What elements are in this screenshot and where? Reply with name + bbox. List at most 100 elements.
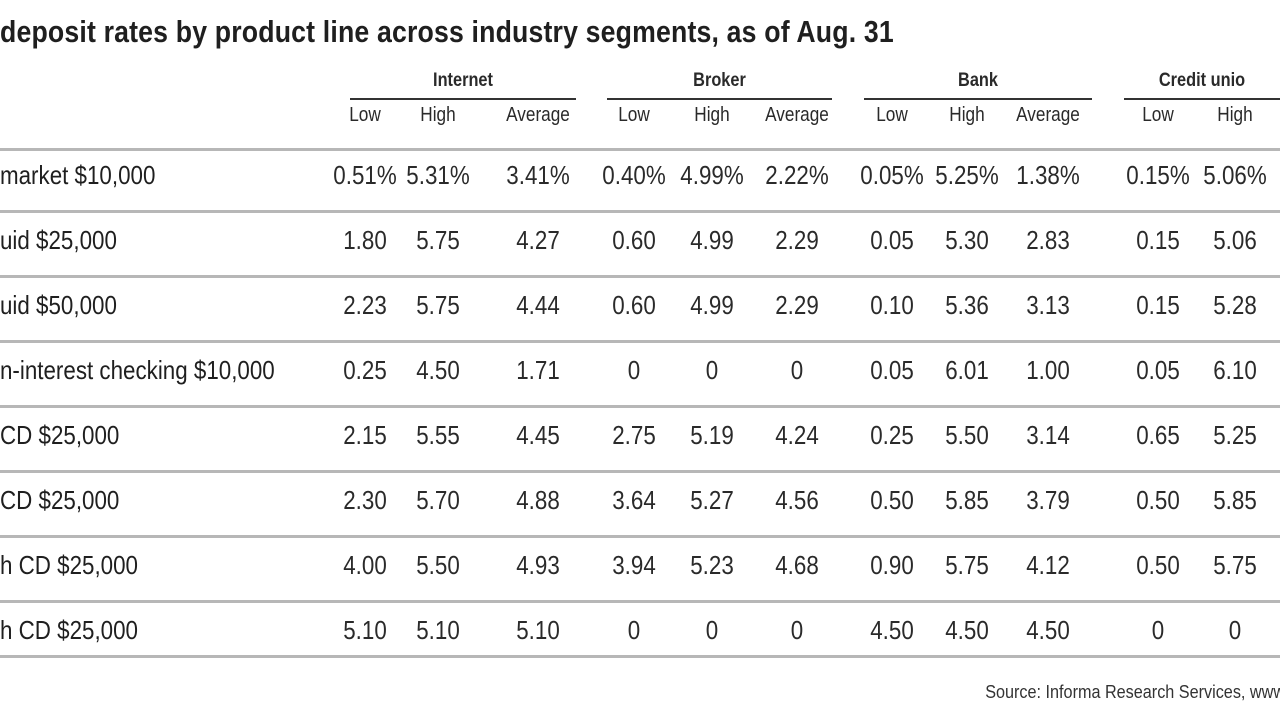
table-cell: 4.99 bbox=[690, 225, 734, 255]
table-cell: 0.05 bbox=[1136, 355, 1180, 385]
table-cell: 4.56 bbox=[775, 485, 819, 515]
table-cell: 5.75 bbox=[945, 550, 989, 580]
row-divider bbox=[0, 470, 1280, 473]
table-cell: 0 bbox=[705, 355, 719, 385]
table-cell: 0.15% bbox=[1126, 160, 1190, 190]
table-cell: 5.36 bbox=[945, 290, 989, 320]
column-subheader: Low bbox=[876, 104, 908, 126]
table-cell: 3.64 bbox=[612, 485, 656, 515]
column-subheader: High bbox=[949, 104, 985, 126]
row-label: CD $25,000 bbox=[0, 485, 120, 515]
table-cell: 2.22% bbox=[765, 160, 829, 190]
table-cell: 5.06 bbox=[1213, 225, 1257, 255]
table-cell: 5.50 bbox=[416, 550, 460, 580]
table-cell: 0 bbox=[790, 355, 804, 385]
table-cell: 3.14 bbox=[1026, 420, 1070, 450]
table-cell: 0 bbox=[627, 355, 641, 385]
row-divider bbox=[0, 340, 1280, 343]
segment-label: Bank bbox=[958, 70, 998, 91]
segment-header: Credit unio bbox=[1124, 70, 1280, 100]
table-cell: 5.28 bbox=[1213, 290, 1257, 320]
table-cell: 0.90 bbox=[870, 550, 914, 580]
table-cell: 5.85 bbox=[945, 485, 989, 515]
row-label: CD $25,000 bbox=[0, 420, 120, 450]
table-cell: 4.50 bbox=[1026, 615, 1070, 645]
column-subheader: High bbox=[420, 104, 456, 126]
table-cell: 5.50 bbox=[945, 420, 989, 450]
table-cell: 5.10 bbox=[516, 615, 560, 645]
column-subheader: Average bbox=[1016, 104, 1080, 126]
table-cell: 3.94 bbox=[612, 550, 656, 580]
table-cell: 4.00 bbox=[343, 550, 387, 580]
table-cell: 4.93 bbox=[516, 550, 560, 580]
table-cell: 5.10 bbox=[416, 615, 460, 645]
table-cell: 2.30 bbox=[343, 485, 387, 515]
table-cell: 6.01 bbox=[945, 355, 989, 385]
table-cell: 5.30 bbox=[945, 225, 989, 255]
table-cell: 0.51% bbox=[333, 160, 397, 190]
table-cell: 3.79 bbox=[1026, 485, 1070, 515]
table-cell: 4.24 bbox=[775, 420, 819, 450]
column-subheader: Average bbox=[765, 104, 829, 126]
row-label: uid $25,000 bbox=[0, 225, 117, 255]
table-cell: 2.83 bbox=[1026, 225, 1070, 255]
table-cell: 5.25 bbox=[1213, 420, 1257, 450]
table-cell: 1.71 bbox=[516, 355, 560, 385]
table-cell: 0.50 bbox=[1136, 550, 1180, 580]
table-cell: 4.50 bbox=[870, 615, 914, 645]
column-subheader: High bbox=[694, 104, 730, 126]
table-cell: 3.41% bbox=[506, 160, 570, 190]
table-cell: 5.75 bbox=[416, 225, 460, 255]
row-divider bbox=[0, 535, 1280, 538]
table-cell: 4.50 bbox=[945, 615, 989, 645]
table-cell: 5.23 bbox=[690, 550, 734, 580]
row-label: h CD $25,000 bbox=[0, 615, 138, 645]
table-cell: 5.75 bbox=[1213, 550, 1257, 580]
row-divider bbox=[0, 210, 1280, 213]
table-cell: 0 bbox=[627, 615, 641, 645]
table-cell: 3.13 bbox=[1026, 290, 1070, 320]
table-cell: 5.06% bbox=[1203, 160, 1267, 190]
table-cell: 4.99% bbox=[680, 160, 744, 190]
table-cell: 4.27 bbox=[516, 225, 560, 255]
table-cell: 2.23 bbox=[343, 290, 387, 320]
table-cell: 4.88 bbox=[516, 485, 560, 515]
table-cell: 4.50 bbox=[416, 355, 460, 385]
table-cell: 4.44 bbox=[516, 290, 560, 320]
table-cell: 0.05 bbox=[870, 355, 914, 385]
table-cell: 5.75 bbox=[416, 290, 460, 320]
table-cell: 2.75 bbox=[612, 420, 656, 450]
table-cell: 0.10 bbox=[870, 290, 914, 320]
table-cell: 0.60 bbox=[612, 225, 656, 255]
row-divider bbox=[0, 405, 1280, 408]
table-cell: 0.25 bbox=[343, 355, 387, 385]
column-subheader: Average bbox=[506, 104, 570, 126]
segment-header: Bank bbox=[864, 70, 1092, 100]
table-cell: 0 bbox=[1151, 615, 1165, 645]
table-cell: 5.31% bbox=[406, 160, 470, 190]
row-divider bbox=[0, 655, 1280, 658]
table-cell: 6.10 bbox=[1213, 355, 1257, 385]
table-cell: 0.50 bbox=[1136, 485, 1180, 515]
row-label: uid $50,000 bbox=[0, 290, 117, 320]
table-cell: 5.70 bbox=[416, 485, 460, 515]
row-label: n-interest checking $10,000 bbox=[0, 355, 275, 385]
segment-header: Internet bbox=[350, 70, 576, 100]
table-cell: 4.12 bbox=[1026, 550, 1070, 580]
row-divider bbox=[0, 275, 1280, 278]
table-cell: 1.80 bbox=[343, 225, 387, 255]
table-cell: 0.15 bbox=[1136, 225, 1180, 255]
table-cell: 1.00 bbox=[1026, 355, 1070, 385]
table-cell: 5.85 bbox=[1213, 485, 1257, 515]
table-cell: 0.60 bbox=[612, 290, 656, 320]
table-cell: 0 bbox=[1228, 615, 1242, 645]
segment-label: Internet bbox=[433, 70, 493, 91]
row-divider bbox=[0, 148, 1280, 151]
segment-header: Broker bbox=[607, 70, 832, 100]
table-cell: 0.50 bbox=[870, 485, 914, 515]
table-cell: 5.10 bbox=[343, 615, 387, 645]
source-note: Source: Informa Research Services, www.i… bbox=[985, 682, 1280, 702]
table-cell: 4.68 bbox=[775, 550, 819, 580]
column-subheader: Low bbox=[349, 104, 381, 126]
table-cell: 0.25 bbox=[870, 420, 914, 450]
